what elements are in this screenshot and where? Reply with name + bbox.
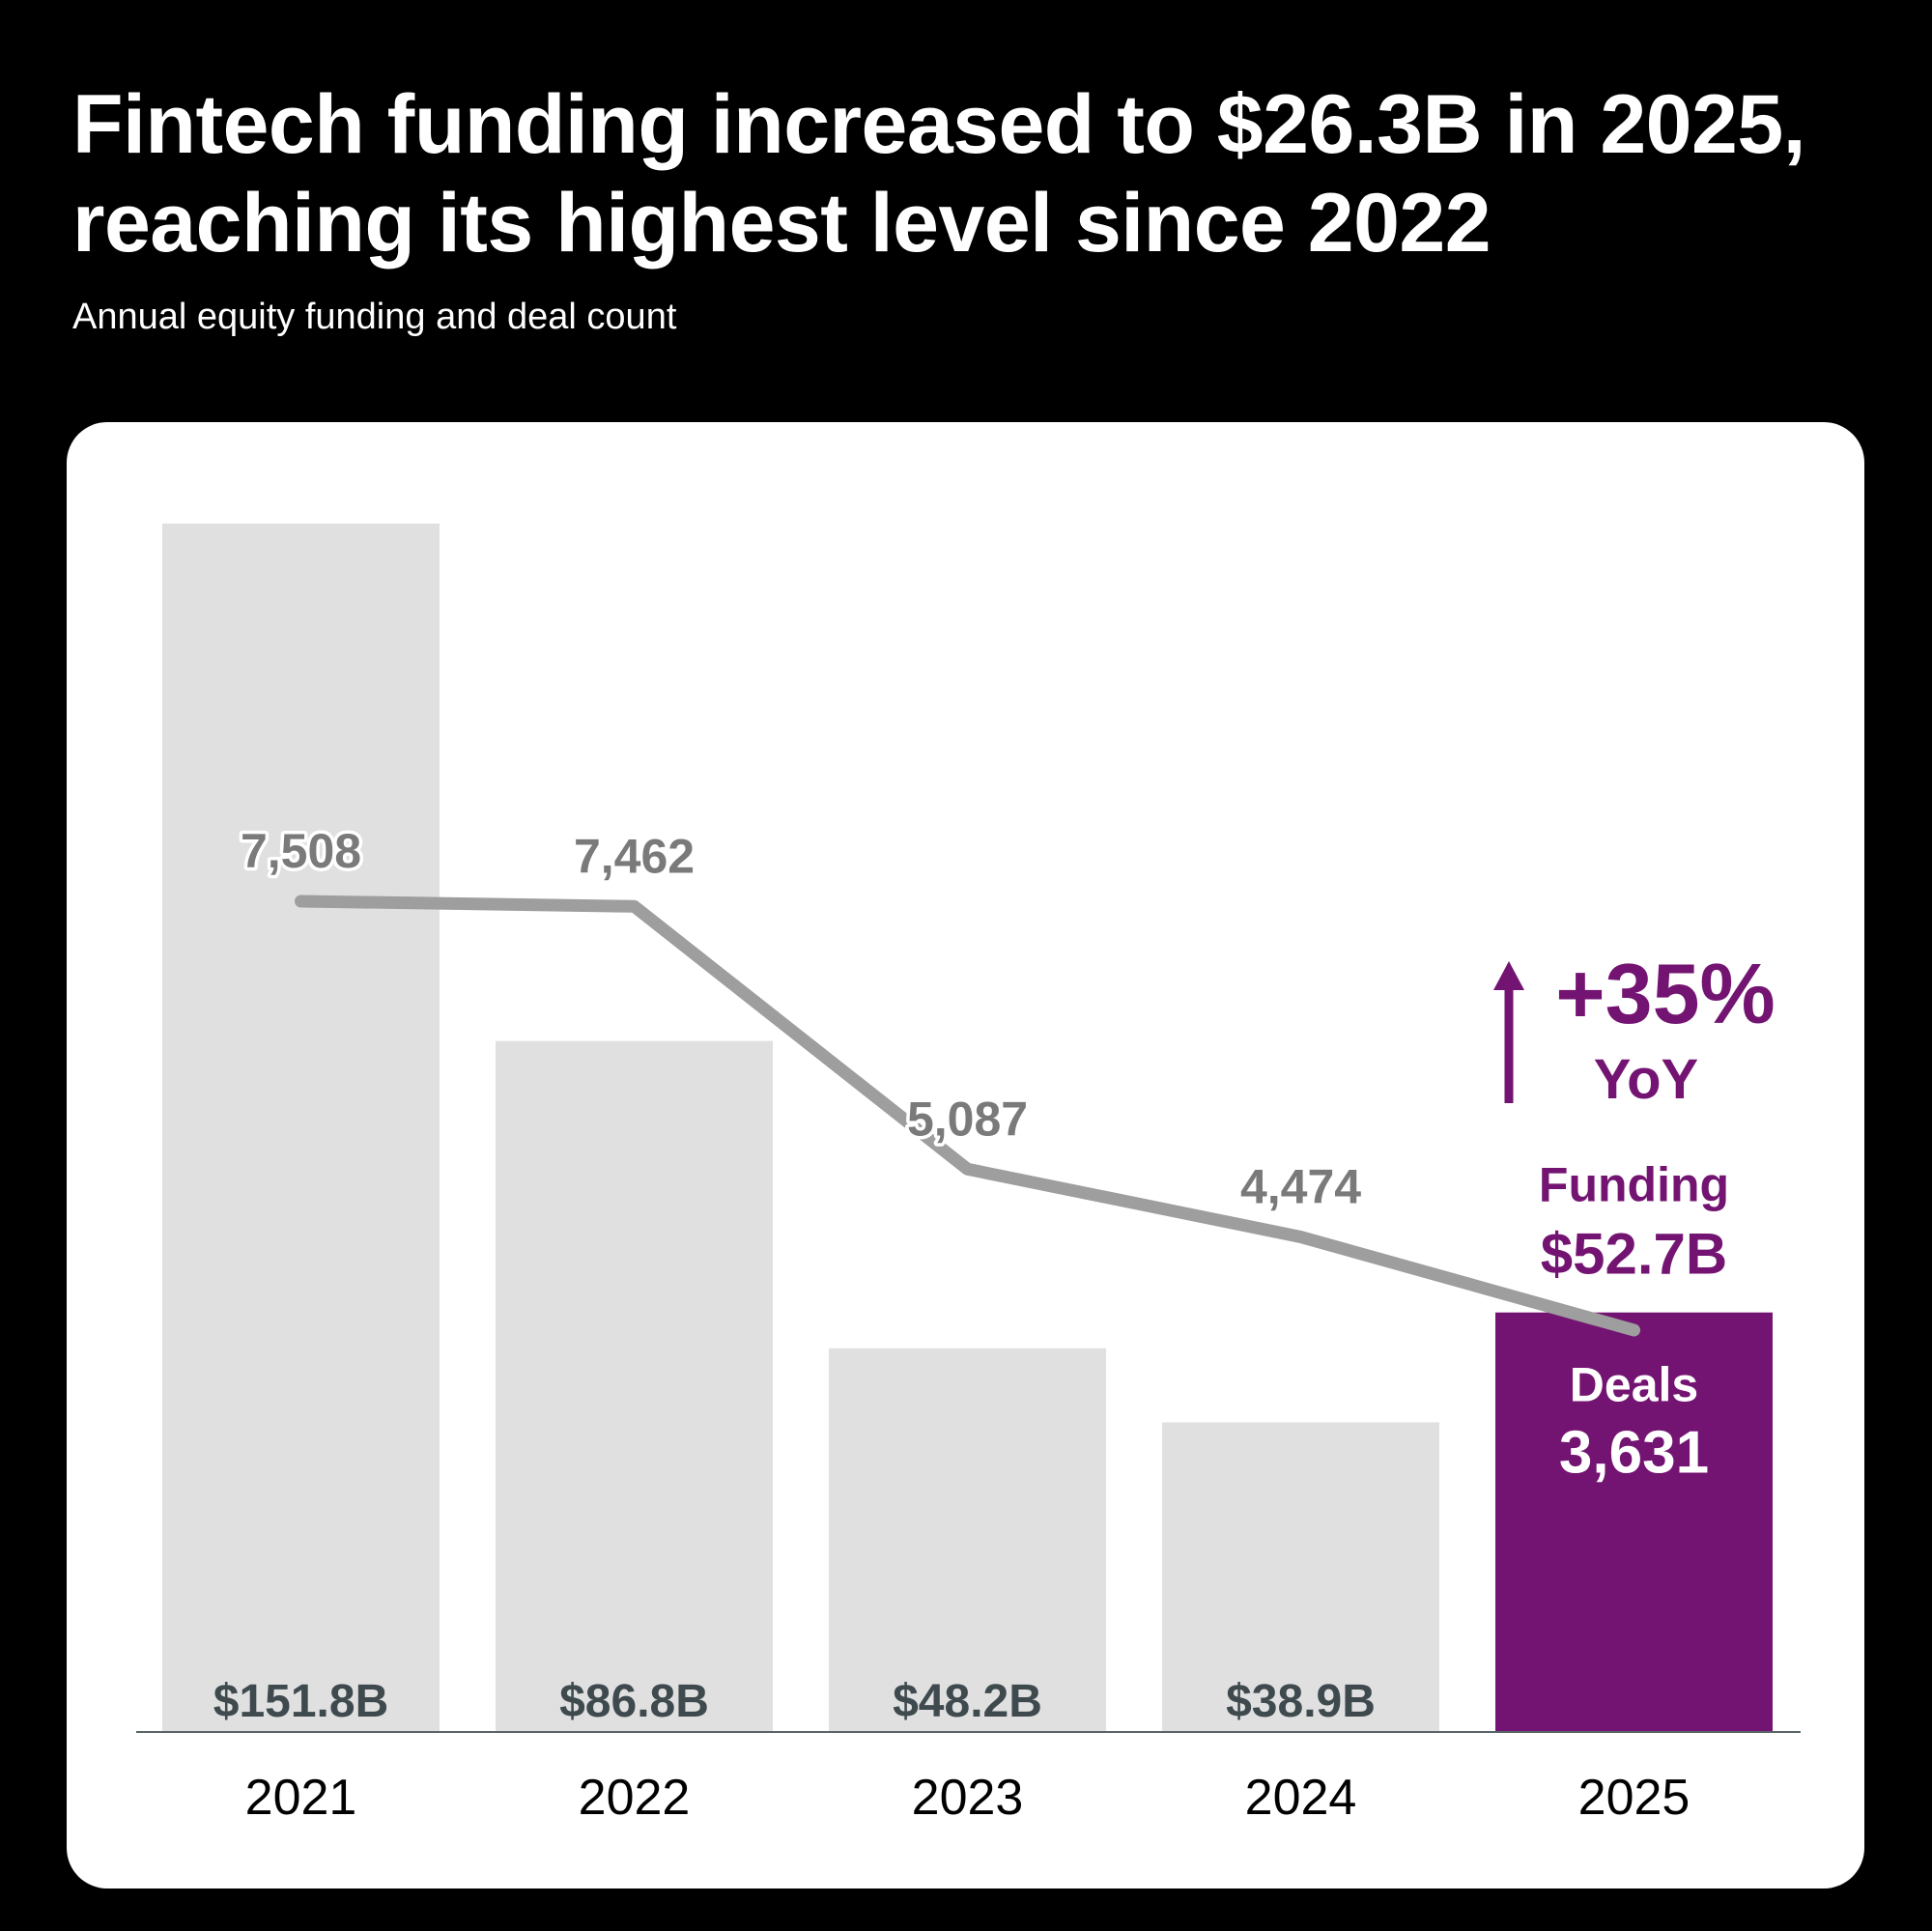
- up-arrow-icon: [1493, 961, 1524, 990]
- funding-bar-2025: [1495, 1312, 1773, 1732]
- deal-value-label-2021: 7,508: [241, 824, 361, 878]
- labels-group: 2021 $151.8B 2022 $86.8B 2023 $48.2B 2024 $38.9…: [213, 821, 1690, 1827]
- highlight-funding-value: $52.7B: [1541, 1222, 1727, 1287]
- highlight-deals-value: 3,631: [1559, 1420, 1709, 1487]
- deal-point-2023: [966, 1168, 969, 1171]
- annotation-group: +35% YoY Funding $52.7B Deals 3,631: [1493, 946, 1776, 1487]
- deal-value-label-2023: 5,087: [907, 1092, 1028, 1146]
- deal-point-2024: [1299, 1235, 1302, 1238]
- highlight-funding-label: Funding: [1539, 1158, 1729, 1212]
- yoy-change-value: +35%: [1555, 946, 1776, 1041]
- deal-value-label-2024: 4,474: [1240, 1159, 1361, 1213]
- funding-bar-2021: [162, 524, 440, 1732]
- chart-svg: 2021 $151.8B 2022 $86.8B 2023 $48.2B 2024 $38.9…: [136, 524, 1801, 1827]
- funding-value-label-2024: $38.9B: [1226, 1676, 1376, 1727]
- year-label-2023: 2023: [912, 1770, 1024, 1826]
- funding-bar-2023: [829, 1348, 1106, 1732]
- year-label-2022: 2022: [579, 1770, 691, 1826]
- deal-point-2021: [299, 900, 302, 902]
- year-label-2025: 2025: [1578, 1770, 1690, 1826]
- funding-bar-2024: [1162, 1422, 1439, 1732]
- funding-bar-2022: [496, 1040, 773, 1732]
- year-label-2024: 2024: [1245, 1770, 1357, 1826]
- chart-card: 2021 $151.8B 2022 $86.8B 2023 $48.2B 2024 $38.9…: [67, 422, 1864, 1888]
- funding-value-label-2023: $48.2B: [893, 1676, 1042, 1727]
- deal-point-2022: [633, 905, 636, 908]
- highlight-deals-label: Deals: [1570, 1358, 1698, 1412]
- funding-value-label-2021: $151.8B: [213, 1676, 388, 1727]
- yoy-change-label: YoY: [1594, 1048, 1699, 1111]
- year-label-2021: 2021: [245, 1770, 357, 1826]
- deal-value-label-2022: 7,462: [574, 829, 695, 883]
- deal-point-2025: [1633, 1329, 1635, 1331]
- deal-line-group: [295, 895, 1640, 1337]
- chart-title: Fintech funding increased to $26.3B in 2…: [72, 78, 1806, 270]
- chart-subtitle: Annual equity funding and deal count: [72, 297, 677, 337]
- bars-group: [136, 524, 1801, 1733]
- funding-value-label-2022: $86.8B: [559, 1676, 709, 1727]
